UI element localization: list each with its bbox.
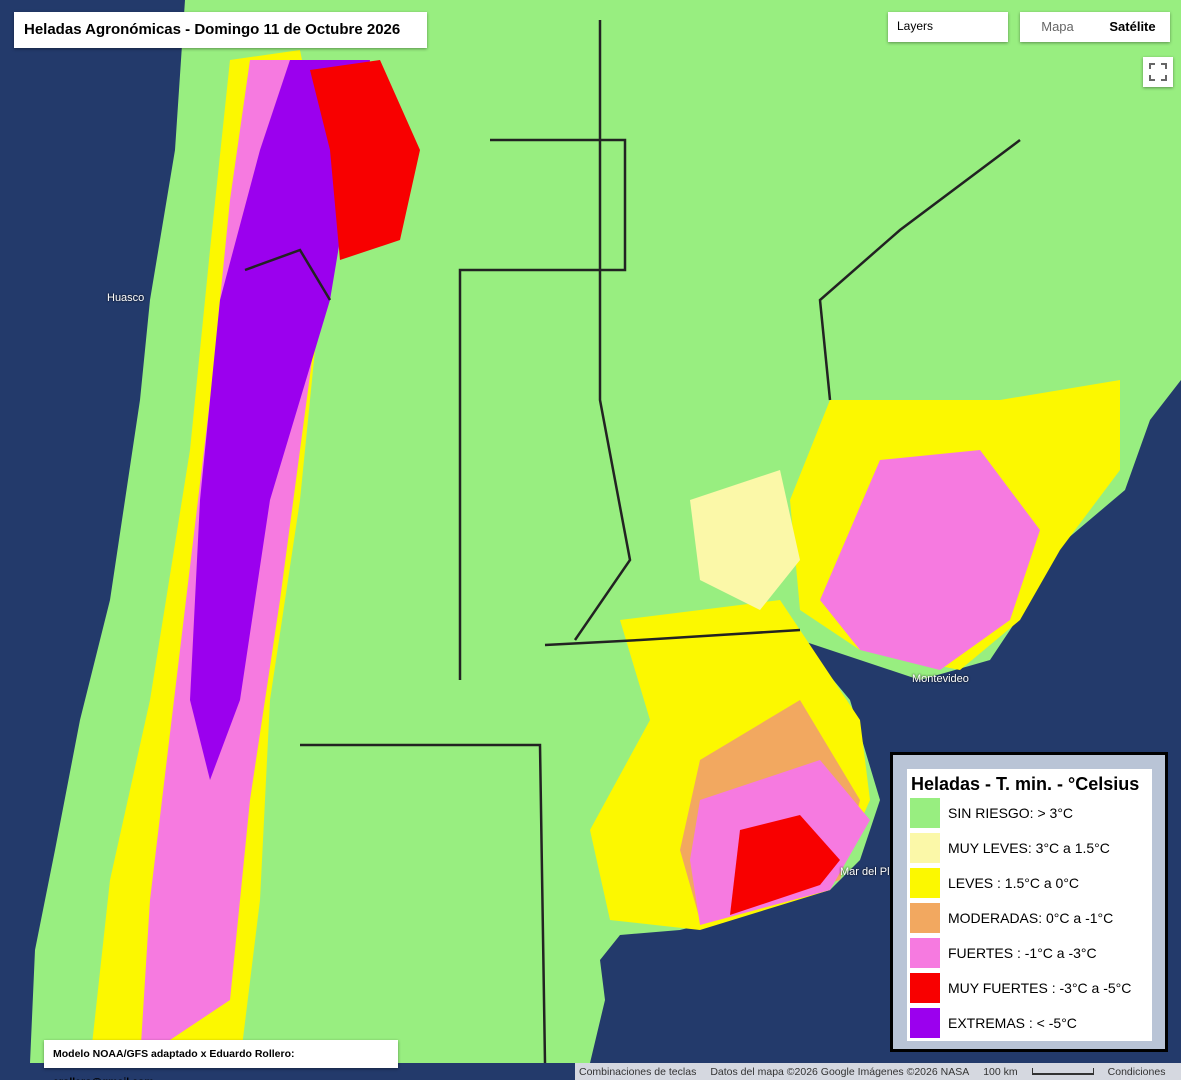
legend-item: MUY LEVES: 3°C a 1.5°C [907, 830, 1152, 865]
zone-purple [190, 60, 370, 780]
satellite-button[interactable]: Satélite [1109, 19, 1156, 34]
map-data: Datos del mapa ©2026 Google Imágenes ©20… [710, 1065, 970, 1078]
legend-title: Heladas - T. min. - °Celsius [911, 774, 1140, 794]
zone-pink-east [820, 450, 1040, 670]
place-label: Huasco [107, 292, 145, 304]
legend: Heladas - T. min. - °Celsius SIN RIESGO:… [890, 752, 1168, 1052]
legend-swatch [910, 832, 940, 863]
legend-swatch [910, 937, 940, 968]
scale: 100 km [983, 1065, 1018, 1078]
legend-swatch [910, 867, 940, 898]
legend-swatch [910, 1007, 940, 1038]
fullscreen-icon [1149, 63, 1167, 81]
legend-item: SIN RIESGO: > 3°C [907, 795, 1152, 830]
legend-panel: Heladas - T. min. - °Celsius SIN RIESGO:… [907, 769, 1152, 1041]
zone-red [310, 60, 420, 260]
title: Heladas Agronómicas - Domingo 11 de Octu… [14, 12, 427, 48]
legend-item: MODERADAS: 0°C a -1°C [907, 900, 1152, 935]
borders [244, 20, 1021, 1064]
legend-item: EXTREMAS : < -5°C [907, 1005, 1152, 1040]
zone-red-ba [730, 815, 840, 915]
shortcuts[interactable]: Combinaciones de teclas [579, 1065, 697, 1078]
scale-bar [1031, 1068, 1094, 1075]
legend-label: MUY FUERTES : -3°C a -5°C [948, 979, 1132, 996]
place-label: Montevideo [912, 673, 969, 685]
legend-item: LEVES : 1.5°C a 0°C [907, 865, 1152, 900]
legend-item: MUY FUERTES : -3°C a -5°C [907, 970, 1152, 1005]
fullscreen-button[interactable] [1143, 57, 1173, 87]
terms[interactable]: Condiciones [1107, 1065, 1166, 1078]
map-type: Mapa Satélite [1020, 12, 1170, 42]
credit: Modelo NOAA/GFS adaptado x Eduardo Rolle… [44, 1040, 398, 1080]
legend-label: SIN RIESGO: > 3°C [948, 804, 1074, 821]
map-button[interactable]: Mapa [1041, 19, 1074, 34]
legend-label: EXTREMAS : < -5°C [948, 1014, 1077, 1031]
footer: Combinaciones de teclas Datos del mapa ©… [575, 1063, 1181, 1080]
layers-button[interactable]: Layers [888, 12, 1008, 42]
legend-label: MODERADAS: 0°C a -1°C [948, 909, 1114, 926]
legend-label: MUY LEVES: 3°C a 1.5°C [948, 839, 1110, 856]
legend-item: FUERTES : -1°C a -3°C [907, 935, 1152, 970]
legend-swatch [910, 972, 940, 1003]
legend-swatch [910, 797, 940, 828]
place-label: Mar del Plata [840, 866, 905, 878]
zone-light [690, 470, 800, 610]
legend-label: FUERTES : -1°C a -3°C [948, 944, 1097, 961]
legend-swatch [910, 902, 940, 933]
legend-label: LEVES : 1.5°C a 0°C [948, 874, 1080, 891]
